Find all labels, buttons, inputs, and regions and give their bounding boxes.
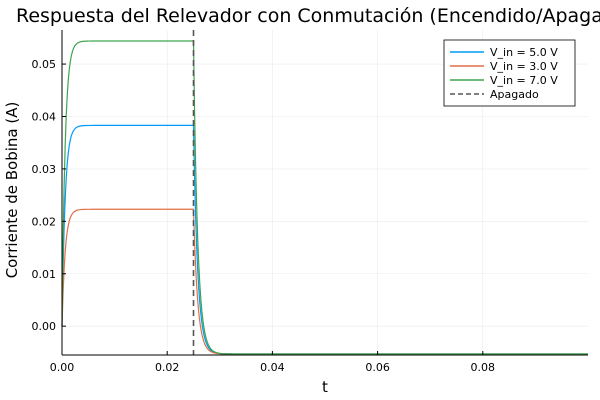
x-axis-label: t <box>322 378 328 396</box>
series-lines <box>61 40 588 355</box>
series-line-1 <box>61 208 588 355</box>
legend-label-1: V_in = 3.0 V <box>490 60 558 73</box>
y-axis-label: Corriente de Bobina (A) <box>3 102 21 279</box>
series-line-2 <box>61 40 588 355</box>
grid <box>61 30 588 355</box>
x-tick-label-2: 0.04 <box>260 361 285 374</box>
legend-label-2: V_in = 7.0 V <box>490 74 558 87</box>
legend-label-3: Apagado <box>490 88 539 101</box>
y-tick-label-3: 0.03 <box>32 163 57 176</box>
axes <box>61 30 588 356</box>
x-tick-label-0: 0.00 <box>50 361 75 374</box>
chart-title: Respuesta del Relevador con Conmutación … <box>16 5 600 27</box>
x-tick-label-1: 0.02 <box>155 361 180 374</box>
legend-box <box>443 39 576 107</box>
y-tick-label-5: 0.05 <box>32 58 57 71</box>
x-tick-label-3: 0.06 <box>365 361 390 374</box>
y-tick-label-0: 0.00 <box>32 320 57 333</box>
x-tick-label-4: 0.08 <box>471 361 496 374</box>
y-tick-label-2: 0.02 <box>32 215 57 228</box>
y-ticks: 0.00 0.01 0.02 0.03 0.04 0.05 <box>32 58 66 333</box>
y-tick-label-1: 0.01 <box>32 268 57 281</box>
legend-label-0: V_in = 5.0 V <box>490 46 558 59</box>
x-ticks: 0.00 0.02 0.04 0.06 0.08 <box>50 351 495 374</box>
y-tick-label-4: 0.04 <box>32 110 57 123</box>
legend: V_in = 5.0 VV_in = 3.0 VV_in = 7.0 VApag… <box>443 39 576 107</box>
series-line-0 <box>61 124 588 355</box>
